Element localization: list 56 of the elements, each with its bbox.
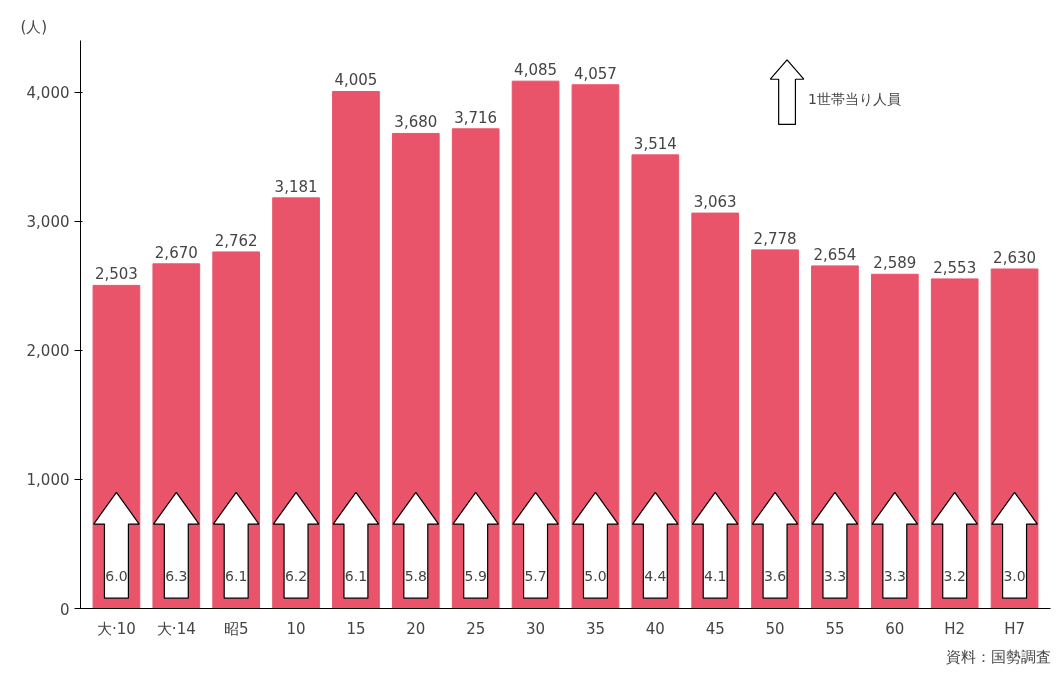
annotation: 6.3 [165, 568, 188, 585]
data-label: 2,553 [933, 258, 977, 277]
annotation: 4.4 [644, 568, 667, 585]
x-tick-label: H7 [1004, 619, 1025, 638]
y-axis-title: (人) [20, 17, 48, 36]
data-label: 3,181 [274, 177, 318, 196]
data-label: 3,063 [693, 193, 737, 212]
x-tick-label: H2 [944, 619, 966, 638]
x-tick-label: 20 [406, 619, 426, 638]
annotation: 3.2 [943, 568, 966, 585]
annotation: 6.0 [105, 568, 128, 585]
annotation: 1世帯当り人員 [808, 90, 901, 107]
x-tick-label: 大·10 [97, 619, 136, 638]
x-tick-label: 昭5 [223, 619, 249, 638]
y-tick-label: 0 [59, 600, 70, 619]
x-tick-label: 30 [526, 619, 546, 638]
annotation: 5.8 [404, 568, 427, 585]
x-tick-label: 15 [346, 619, 366, 638]
x-tick-label: 35 [585, 619, 605, 638]
x-tick-label: 10 [286, 619, 306, 638]
data-label: 3,716 [454, 108, 498, 127]
data-label: 2,654 [813, 245, 857, 264]
y-tick-label: 2,000 [26, 342, 70, 361]
annotation: 5.7 [524, 568, 547, 585]
x-tick-label: 40 [645, 619, 665, 638]
annotation: 5.9 [464, 568, 487, 585]
annotation: 3.6 [763, 568, 787, 585]
x-tick-label: 55 [825, 619, 845, 638]
x-tick-label: 50 [765, 619, 785, 638]
data-label: 4,005 [334, 71, 378, 90]
x-tick-label: 60 [885, 619, 905, 638]
y-tick-label: 1,000 [26, 471, 70, 490]
annotation: 6.1 [225, 568, 248, 585]
annotation: 4.1 [704, 568, 727, 585]
data-label: 4,057 [573, 64, 617, 83]
data-label: 3,514 [633, 134, 677, 153]
data-label: 2,670 [154, 243, 198, 262]
data-label: 2,503 [94, 265, 138, 284]
annotation: 5.0 [584, 568, 607, 585]
y-tick-label: 4,000 [26, 84, 70, 103]
annotation: 3.0 [1003, 568, 1026, 585]
data-label: 4,085 [514, 61, 558, 80]
annotation: 3.3 [883, 568, 906, 585]
text: 資料：国勢調査 [945, 647, 1051, 666]
x-tick-label: 25 [466, 619, 486, 638]
data-label: 3,680 [394, 113, 438, 132]
data-label: 2,589 [873, 254, 917, 273]
data-label: 2,778 [753, 229, 797, 248]
data-label: 2,630 [993, 248, 1037, 267]
annotation: 6.2 [284, 568, 308, 585]
y-tick-label: 3,000 [26, 213, 70, 232]
x-tick-label: 大·14 [156, 619, 196, 638]
x-tick-label: 45 [705, 619, 725, 638]
annotation: 6.1 [344, 568, 368, 585]
annotation: 3.3 [823, 568, 847, 585]
data-label: 2,762 [214, 231, 258, 250]
